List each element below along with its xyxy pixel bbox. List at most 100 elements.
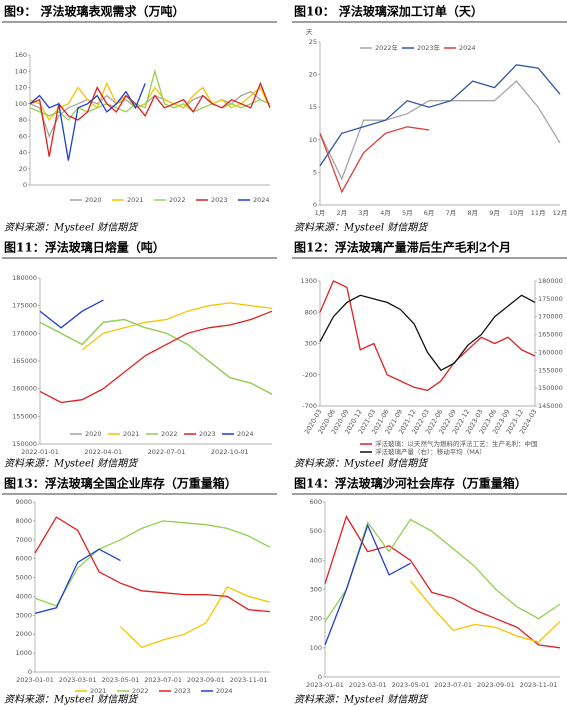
x-tick-label: 2023-01-01 xyxy=(16,676,54,684)
y-tick-label: 600 xyxy=(310,498,322,506)
y-tick-label: 60 xyxy=(19,132,27,140)
x-tick-label: 3月 xyxy=(358,209,369,217)
legend-label: 2023 xyxy=(174,687,191,695)
y-tick-label: 20 xyxy=(309,71,317,79)
figure-title: 图14：浮法玻璃沙河社会库存（万重量箱） xyxy=(294,476,527,491)
series-line xyxy=(29,81,271,122)
x-tick-label: 2023-09-01 xyxy=(477,681,515,689)
y-tick-label: 5000 xyxy=(15,574,32,582)
figure-title: 图11：浮法玻璃日熔量（吨） xyxy=(4,240,165,255)
x-tick-label: 2022-01-01 xyxy=(21,448,59,456)
source-note: 资料来源：Mysteel 财信期货 xyxy=(294,222,429,234)
x-tick-label: 4月 xyxy=(380,209,391,217)
figure-title: 图13：浮法玻璃全国企业库存（万重量箱） xyxy=(4,476,237,491)
y-tick-label: 155000 xyxy=(12,412,37,420)
y-tick-label: 0 xyxy=(28,668,32,676)
legend-label: 2022 xyxy=(132,687,149,695)
y-tick-label: 7000 xyxy=(15,536,32,544)
y-tick-label: 120 xyxy=(15,84,27,92)
y-tick-label: 100 xyxy=(15,100,27,108)
y-tick-label: 0 xyxy=(313,201,317,209)
series-line xyxy=(324,518,561,622)
source-note: 资料来源：Mysteel 财信期货 xyxy=(4,222,139,234)
series-line xyxy=(319,126,430,194)
series-line xyxy=(29,68,271,121)
legend-label: 2022年 xyxy=(375,43,399,52)
y-tick-label: 2000 xyxy=(15,630,32,638)
series-line xyxy=(34,548,121,615)
y-tick-label: 500 xyxy=(310,527,322,535)
y-tick-label: 0 xyxy=(318,673,322,681)
series-line xyxy=(81,302,273,351)
legend-label: 浮法玻璃产量（右）：移动平均（MA） xyxy=(375,447,486,456)
x-tick-label: 1月 xyxy=(315,209,326,217)
series-line xyxy=(39,299,104,329)
legend-label: 2020 xyxy=(85,196,102,204)
legend-label: 2022 xyxy=(169,196,186,204)
series-line xyxy=(319,80,561,181)
x-tick-label: 5月 xyxy=(402,209,413,217)
y-tick-label: 200 xyxy=(310,615,322,623)
y-tick-label: 300 xyxy=(305,340,317,348)
y-tick-label: 8000 xyxy=(15,517,32,525)
legend-label: 2023年 xyxy=(417,43,441,52)
y-tick-label: 80 xyxy=(19,116,27,124)
series-line xyxy=(34,520,271,607)
series-line xyxy=(120,586,271,649)
legend-label: 2021 xyxy=(123,430,140,438)
x-tick-label: 2023-07-01 xyxy=(144,676,182,684)
x-tick-label: 2023-03-01 xyxy=(349,681,387,689)
y-tick-label: -200 xyxy=(302,371,317,379)
y-tick-label: 300 xyxy=(310,586,322,594)
y2-tick-label: 155000 xyxy=(538,366,563,374)
legend-label: 2023 xyxy=(211,196,228,204)
x-tick-label: 7月 xyxy=(446,209,457,217)
y-tick-label: 150000 xyxy=(12,440,37,448)
x-tick-label: 2023-11-01 xyxy=(230,676,268,684)
y-tick-label: 0 xyxy=(23,181,27,189)
x-tick-label: 9月 xyxy=(489,209,500,217)
y-tick-label: 800 xyxy=(305,308,317,316)
x-tick-label: 6月 xyxy=(424,209,435,217)
y-tick-label: 100 xyxy=(310,644,322,652)
series-line xyxy=(29,81,271,157)
legend-label: 2020 xyxy=(85,430,102,438)
figure-title: 图9： 浮法玻璃表观需求（万吨） xyxy=(4,4,185,19)
y-tick-label: 15 xyxy=(309,103,317,111)
y-tick-label: 400 xyxy=(310,556,322,564)
y-tick-label: 180000 xyxy=(12,274,37,282)
x-tick-label: 8月 xyxy=(467,209,478,217)
y-tick-label: 160 xyxy=(15,51,27,59)
y-tick-label: 165000 xyxy=(12,357,37,365)
y2-tick-label: 165000 xyxy=(538,331,563,339)
y-axis-label: 天 xyxy=(306,28,313,36)
series-line xyxy=(39,318,273,395)
series-line xyxy=(319,294,536,372)
series-line xyxy=(319,64,561,167)
x-tick-label: 2022-07-01 xyxy=(148,448,186,456)
source-note: 资料来源：Mysteel 财信期货 xyxy=(294,694,429,706)
x-tick-label: 10月 xyxy=(509,209,524,217)
y2-tick-label: 175000 xyxy=(538,295,563,303)
y2-tick-label: 180000 xyxy=(538,277,563,285)
legend-label: 2022 xyxy=(161,430,178,438)
legend-label: 2024 xyxy=(459,44,476,52)
legend-label: 2024 xyxy=(253,196,270,204)
x-tick-label: 2月 xyxy=(336,209,347,217)
y-tick-label: 5 xyxy=(313,168,317,176)
x-tick-label: 2022-10-01 xyxy=(211,448,249,456)
legend-label: 2021 xyxy=(127,196,144,204)
x-tick-label: 2023-01-01 xyxy=(306,681,344,689)
y-tick-label: -700 xyxy=(302,402,317,410)
y-tick-label: 4000 xyxy=(15,592,32,600)
y2-tick-label: 150000 xyxy=(538,384,563,392)
figure-title: 图10： 浮法玻璃深加工订单（天） xyxy=(294,4,483,19)
x-tick-label: 2022-04-01 xyxy=(84,448,122,456)
legend-label: 2024 xyxy=(216,687,233,695)
series-line xyxy=(319,280,536,392)
x-tick-label: 2023-09-01 xyxy=(187,676,225,684)
y2-tick-label: 145000 xyxy=(538,402,563,410)
series-line xyxy=(34,516,271,613)
source-note: 资料来源：Mysteel 财信期货 xyxy=(4,694,139,706)
